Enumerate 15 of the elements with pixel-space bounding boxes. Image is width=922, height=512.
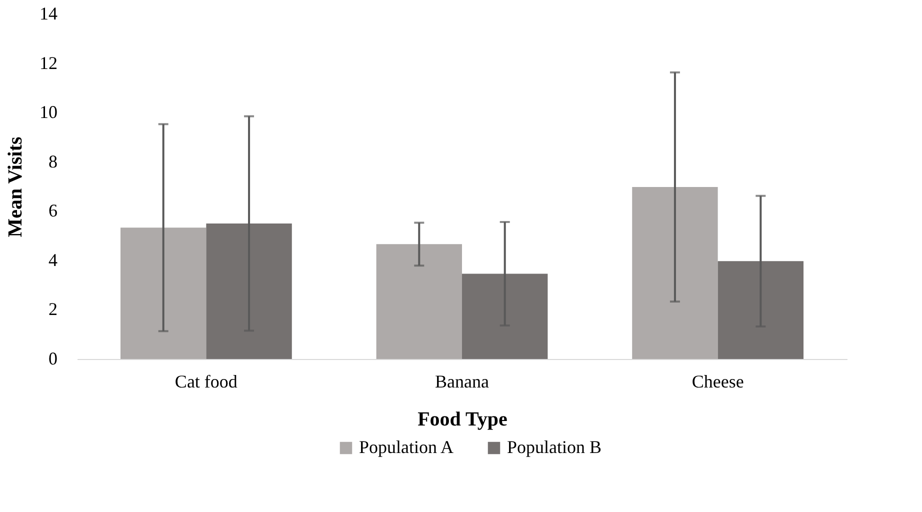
legend-label: Population A — [359, 437, 454, 457]
x-tick-label: Banana — [435, 372, 489, 392]
y-tick-label: 14 — [40, 4, 58, 24]
x-tick-label: Cheese — [692, 372, 744, 392]
legend-label: Population B — [507, 437, 602, 457]
y-tick-label: 2 — [48, 299, 58, 320]
y-tick-label: 0 — [48, 348, 58, 368]
y-tick-label: 4 — [48, 250, 58, 270]
y-tick-label: 10 — [40, 102, 58, 122]
x-axis-title: Food Type — [418, 408, 508, 430]
y-tick-label: 12 — [40, 52, 58, 73]
y-axis-title: Mean Visits — [4, 136, 26, 238]
x-tick-label: Cat food — [174, 372, 238, 392]
y-tick-label: 8 — [48, 151, 58, 172]
y-tick-label: 6 — [48, 200, 58, 221]
